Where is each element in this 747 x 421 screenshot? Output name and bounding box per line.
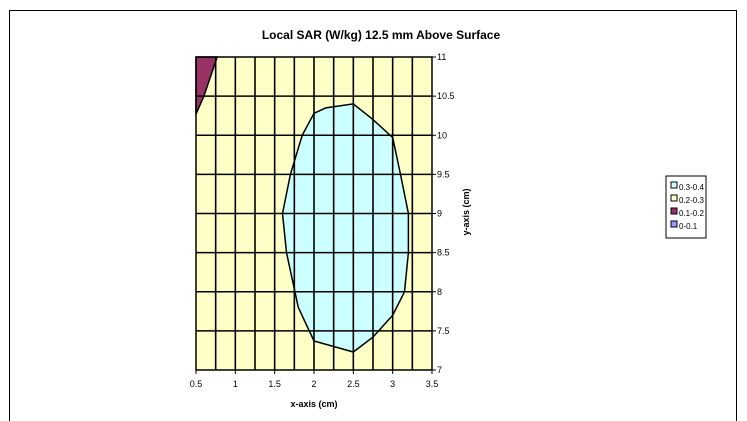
legend-swatch [670, 181, 678, 189]
y-tick-label: 10.5 [437, 91, 455, 101]
y-tick-label: 8.5 [437, 248, 450, 258]
legend-label: 0.1-0.2 [679, 209, 704, 218]
x-tick-label: 1 [233, 379, 238, 389]
x-tick-label: 1.5 [268, 379, 281, 389]
legend-swatch [670, 207, 678, 215]
x-tick-label: 3 [390, 379, 395, 389]
chart-title: Local SAR (W/kg) 12.5 mm Above Surface [262, 28, 501, 42]
contour-region-0 [281, 103, 410, 353]
y-tick-label: 11 [437, 52, 446, 62]
legend-label: 0.3-0.4 [679, 183, 704, 192]
legend: 0.3-0.4 0.2-0.3 0.1-0.2 0-0.1 [665, 175, 707, 239]
x-tick-label: 3.5 [426, 379, 439, 389]
x-tick-label: 0.5 [190, 379, 203, 389]
legend-swatch [670, 220, 678, 228]
y-tick-label: 10 [437, 130, 447, 140]
x-tick-label: 2.5 [347, 379, 360, 389]
y-tick-label: 8 [437, 287, 442, 297]
y-tick-label: 9.5 [437, 169, 450, 179]
x-axis-label: x-axis (cm) [290, 399, 337, 409]
y-tick-label: 7 [437, 365, 442, 375]
x-axis-ticks: 0.5 1 1.5 2 2.5 3 3.5 [190, 370, 439, 389]
y-tick-label: 7.5 [437, 326, 450, 336]
grid-lines [196, 57, 432, 370]
x-tick-label: 2 [311, 379, 316, 389]
legend-items: 0.3-0.4 0.2-0.3 0.1-0.2 0-0.1 [670, 181, 704, 231]
y-tick-label: 9 [437, 209, 442, 219]
legend-label: 0-0.1 [679, 222, 698, 231]
legend-swatch [670, 194, 678, 202]
y-axis-label: y-axis (cm) [461, 188, 471, 235]
chart-frame [9, 10, 737, 421]
legend-label: 0.2-0.3 [679, 196, 704, 205]
y-axis-ticks: 7 7.5 8 8.5 9 9.5 10 10.5 11 [432, 52, 455, 375]
